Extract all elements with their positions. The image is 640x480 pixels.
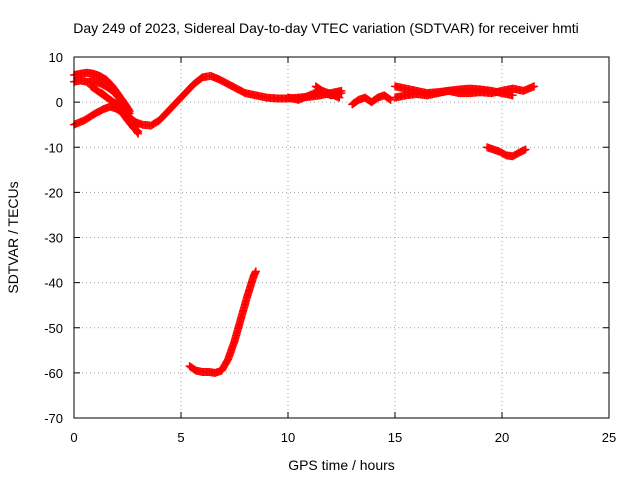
series-arc-10 [391, 82, 539, 102]
y-tick-label: -20 [44, 185, 63, 200]
y-tick-label: 10 [49, 50, 63, 65]
y-tick-label: -60 [44, 366, 63, 381]
x-tick-label: 25 [602, 430, 616, 445]
series-arc-8 [348, 91, 395, 109]
series-arc-5 [97, 89, 143, 136]
x-tick-label: 0 [70, 430, 77, 445]
x-axis-label: GPS time / hours [288, 457, 395, 473]
data-point [521, 145, 530, 154]
data-layer [70, 68, 539, 377]
y-axis-label: SDTVAR / TECUs [5, 181, 21, 293]
series-arc-7 [311, 82, 344, 102]
grid [74, 57, 609, 418]
data-point [125, 109, 134, 118]
data-point [134, 127, 143, 136]
data-point [124, 108, 133, 117]
x-tick-label: 20 [495, 430, 509, 445]
y-tick-label: -10 [44, 140, 63, 155]
data-point [251, 267, 260, 276]
series-arc-12 [185, 267, 260, 377]
data-point [133, 126, 142, 135]
ticks: 0 5 10 15 20 25 10 0 -10 -20 -30 -40 -50 -60 -70 [44, 50, 616, 445]
data-point [508, 91, 517, 100]
y-tick-label: -70 [44, 411, 63, 426]
y-tick-label: -50 [44, 321, 63, 336]
series-arc-11 [483, 143, 530, 161]
x-tick-label: 10 [281, 430, 295, 445]
y-tick-label: -30 [44, 231, 63, 246]
y-tick-label: -40 [44, 276, 63, 291]
chart-title: Day 249 of 2023, Sidereal Day-to-day VTE… [73, 20, 579, 36]
data-point [386, 95, 395, 104]
data-point [385, 95, 394, 104]
data-point [530, 82, 539, 91]
x-tick-label: 15 [388, 430, 402, 445]
data-point [335, 93, 344, 102]
y-tick-label: 0 [56, 95, 63, 110]
x-tick-label: 5 [177, 430, 184, 445]
